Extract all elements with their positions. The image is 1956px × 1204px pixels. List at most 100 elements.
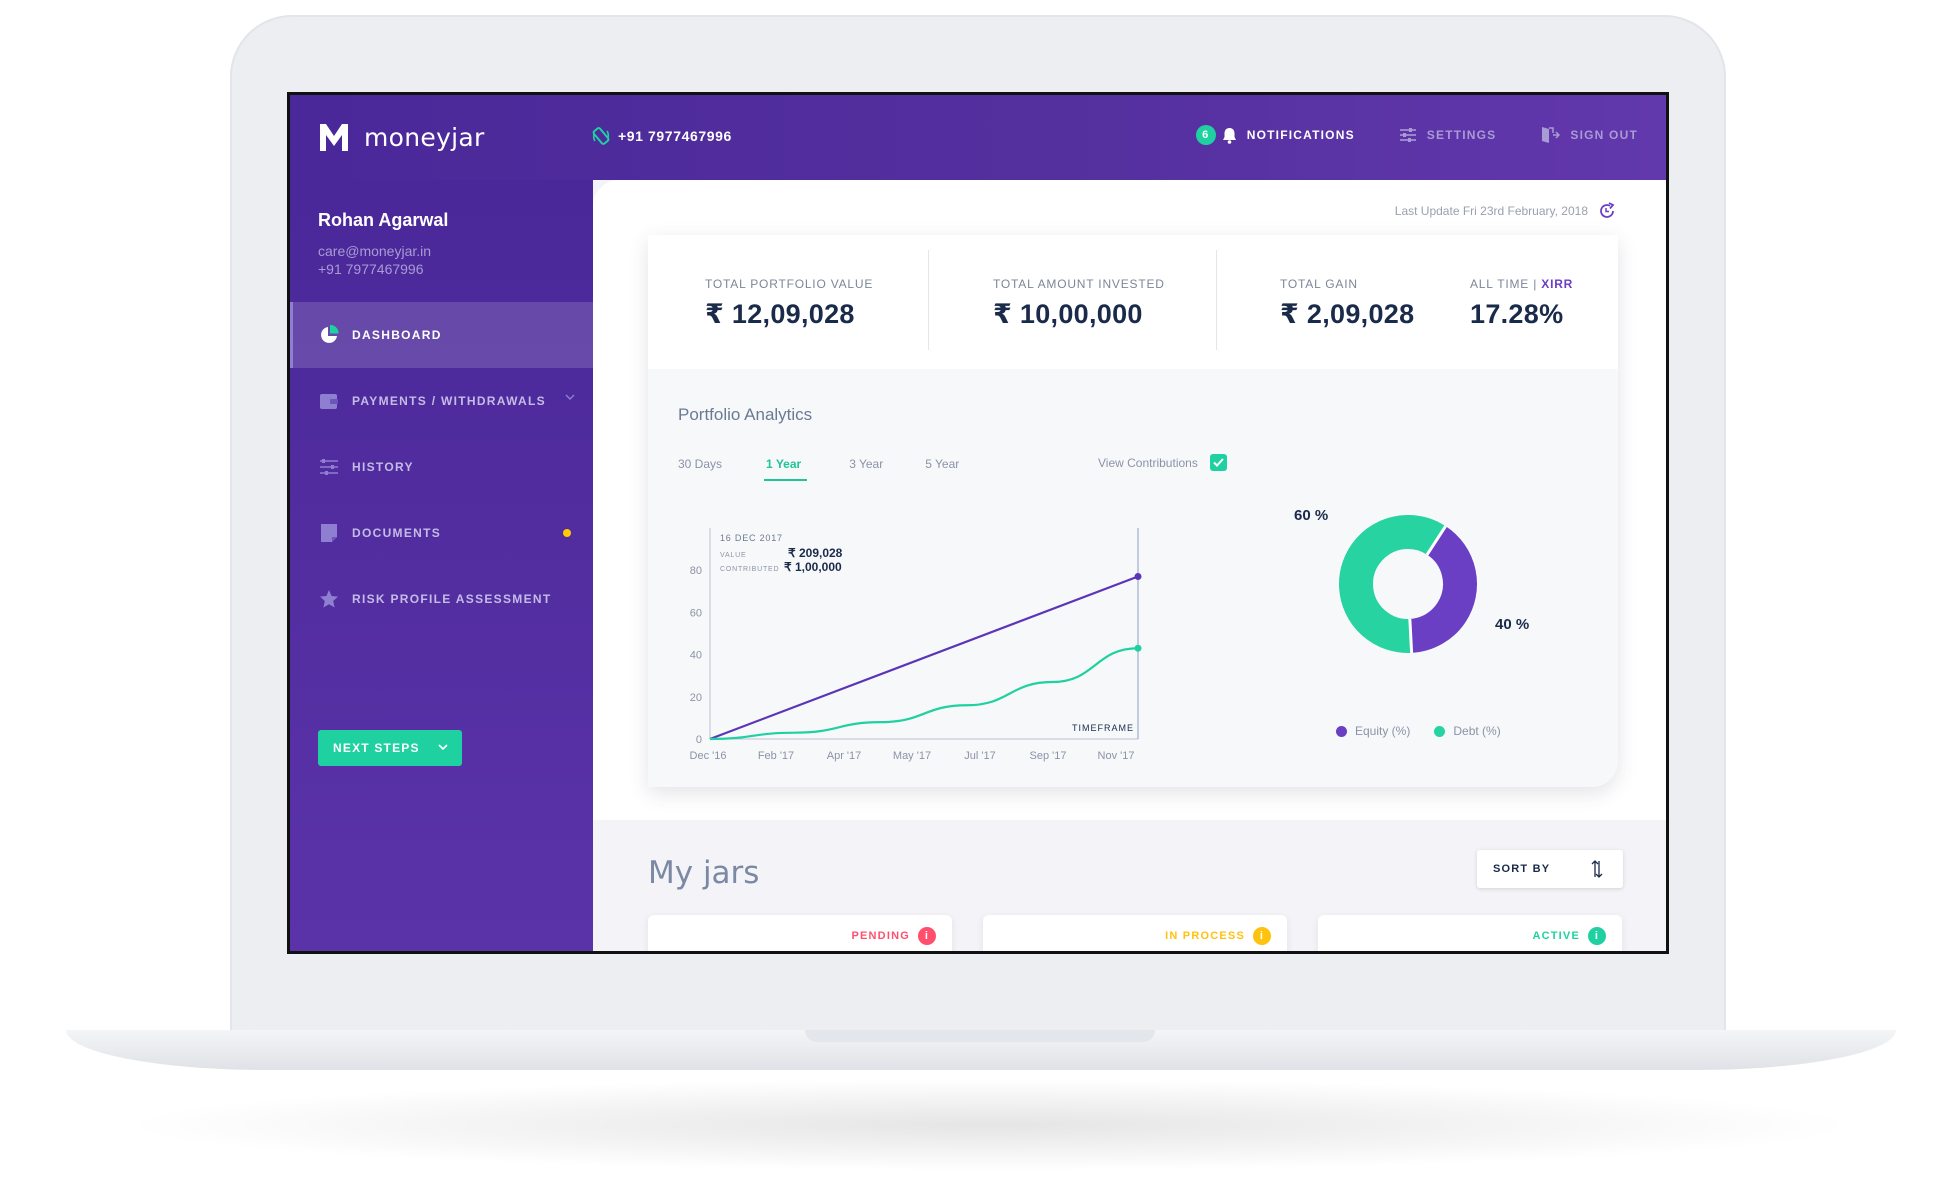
legend-swatch xyxy=(1434,725,1446,737)
jar-status: ACTIVE i xyxy=(1532,927,1606,945)
timeframe-tabs: 30 Days 1 Year 3 Year 5 Year xyxy=(678,457,1001,481)
top-navbar: moneyjar +91 7977467996 6 NOTIFICATIONS xyxy=(290,95,1666,180)
timeframe-label: TIMEFRAME xyxy=(1072,723,1134,733)
main-content: Last Update Fri 23rd February, 2018 TOTA… xyxy=(593,180,1666,951)
stat-divider xyxy=(928,250,929,350)
sort-by-label: SORT BY xyxy=(1493,863,1551,875)
tab-30-days[interactable]: 30 Days xyxy=(678,457,723,471)
tooltip-value-label: VALUE xyxy=(720,552,746,559)
series-line xyxy=(709,575,1139,741)
chevron-down-icon xyxy=(565,394,575,400)
tooltip-contributed-label: CONTRIBUTED xyxy=(720,566,779,573)
y-tick-label: 0 xyxy=(696,734,702,746)
x-tick-label: Nov '17 xyxy=(1098,750,1135,762)
jar-card[interactable]: PENDING i xyxy=(648,915,952,951)
view-contributions-checkbox[interactable] xyxy=(1209,454,1227,471)
stat-label: TOTAL AMOUNT INVESTED xyxy=(993,277,1165,291)
x-tick-label: Sep '17 xyxy=(1030,750,1067,762)
x-tick-label: May '17 xyxy=(893,750,931,762)
stat-total-portfolio-value: TOTAL PORTFOLIO VALUE ₹ 12,09,028 xyxy=(705,277,873,330)
x-tick-label: Feb '17 xyxy=(758,750,794,762)
stat-value: ₹ 12,09,028 xyxy=(705,299,855,329)
jar-status-label: PENDING xyxy=(851,930,910,942)
sign-out-label: SIGN OUT xyxy=(1570,128,1638,142)
series-end-point xyxy=(1134,573,1142,581)
jar-status: IN PROCESS i xyxy=(1165,927,1271,945)
stat-total-gain: TOTAL GAIN ₹ 2,09,028 xyxy=(1280,277,1414,330)
tab-1-year[interactable]: 1 Year xyxy=(764,457,808,481)
top-nav-actions: 6 NOTIFICATIONS SETTINGS xyxy=(1152,125,1638,145)
star-icon xyxy=(318,588,340,610)
settings-link[interactable]: SETTINGS xyxy=(1399,127,1497,143)
brand-logo[interactable]: moneyjar xyxy=(318,121,485,153)
sidebar-item-label: DASHBOARD xyxy=(352,328,442,342)
stat-value: ₹ 2,09,028 xyxy=(1280,299,1415,329)
support-phone-number: +91 7977467996 xyxy=(618,128,732,144)
allocation-donut-chart[interactable]: 60 % 40 % xyxy=(1288,464,1548,704)
pie-chart-icon xyxy=(318,324,340,346)
stat-label: TOTAL PORTFOLIO VALUE xyxy=(705,277,874,291)
settings-label: SETTINGS xyxy=(1426,128,1497,142)
sidebar-item-history[interactable]: HISTORY xyxy=(290,434,593,500)
view-contributions-toggle[interactable]: View Contributions xyxy=(1098,454,1227,471)
stat-xirr: ALL TIME | XIRR 17.28% xyxy=(1470,277,1573,330)
checkmark-icon xyxy=(1213,458,1224,467)
jar-card[interactable]: ACTIVE i xyxy=(1318,915,1622,951)
wallet-icon xyxy=(318,390,340,412)
portfolio-analytics: Portfolio Analytics 30 Days 1 Year 3 Yea… xyxy=(648,369,1618,787)
laptop-screen: moneyjar +91 7977467996 6 NOTIFICATIONS xyxy=(287,92,1669,954)
next-steps-button[interactable]: NEXT STEPS xyxy=(318,730,462,766)
info-icon[interactable]: i xyxy=(918,927,936,945)
tooltip-date: 16 DEC 2017 xyxy=(720,533,783,543)
sliders-icon xyxy=(318,456,340,478)
portfolio-card: TOTAL PORTFOLIO VALUE ₹ 12,09,028 TOTAL … xyxy=(648,235,1618,787)
legend-item-debt: Debt (%) xyxy=(1434,724,1501,738)
donut-legend: Equity (%) Debt (%) xyxy=(1336,724,1525,738)
sidebar-item-risk-profile[interactable]: RISK PROFILE ASSESSMENT xyxy=(290,566,593,632)
sort-arrows-icon xyxy=(1591,860,1603,878)
moneyjar-logo-icon xyxy=(320,124,348,151)
sidebar-item-dashboard[interactable]: DASHBOARD xyxy=(290,302,593,368)
info-icon[interactable]: i xyxy=(1588,927,1606,945)
xirr-prefix: ALL TIME | xyxy=(1470,277,1542,291)
sidebar-item-label: DOCUMENTS xyxy=(352,526,442,540)
tab-3-year[interactable]: 3 Year xyxy=(849,457,884,471)
sidebar-item-documents[interactable]: DOCUMENTS xyxy=(290,500,593,566)
user-name: Rohan Agarwal xyxy=(318,210,449,230)
donut-separator xyxy=(1425,525,1447,556)
stat-value: 17.28% xyxy=(1470,299,1564,329)
stat-divider xyxy=(1216,250,1217,350)
tab-5-year[interactable]: 5 Year xyxy=(925,457,960,471)
jar-status-label: IN PROCESS xyxy=(1165,930,1245,942)
user-phone: +91 7977467996 xyxy=(318,261,424,277)
refresh-icon[interactable] xyxy=(1598,202,1616,220)
support-phone[interactable]: +91 7977467996 xyxy=(592,127,732,145)
settings-sliders-icon xyxy=(1399,128,1416,142)
y-tick-label: 80 xyxy=(690,565,702,577)
tooltip-value: ₹ 209,028 xyxy=(788,546,843,560)
xirr-label: XIRR xyxy=(1541,277,1574,291)
sidebar-item-payments-withdrawals[interactable]: PAYMENTS / WITHDRAWALS xyxy=(290,368,593,434)
series-end-point xyxy=(1134,644,1142,652)
sort-by-button[interactable]: SORT BY xyxy=(1477,850,1623,888)
pie-value-label-debt: 60 % xyxy=(1294,507,1328,524)
my-jars-title: My jars xyxy=(648,855,760,891)
sign-out-icon xyxy=(1542,127,1561,143)
portfolio-line-chart[interactable]: 0 20 40 60 80 Dec '16 Feb '17 Apr '17 May '17 Jul… xyxy=(668,519,1148,769)
notifications-label: NOTIFICATIONS xyxy=(1246,128,1355,142)
sidebar-item-label: PAYMENTS / WITHDRAWALS xyxy=(352,394,546,408)
x-tick-label: Jul '17 xyxy=(964,750,995,762)
tooltip-contributed: ₹ 1,00,000 xyxy=(784,560,842,574)
stat-value: ₹ 10,00,000 xyxy=(993,299,1143,329)
notifications-link[interactable]: 6 NOTIFICATIONS xyxy=(1195,125,1355,145)
jar-card[interactable]: IN PROCESS i xyxy=(983,915,1287,951)
info-icon[interactable]: i xyxy=(1253,927,1271,945)
y-tick-label: 60 xyxy=(690,607,702,619)
sidebar-item-label: RISK PROFILE ASSESSMENT xyxy=(352,592,552,606)
x-tick-label: Apr '17 xyxy=(827,750,862,762)
series-line xyxy=(709,647,1139,741)
notifications-count-badge: 6 xyxy=(1195,125,1216,145)
sign-out-link[interactable]: SIGN OUT xyxy=(1540,125,1638,145)
jar-status: PENDING i xyxy=(851,927,936,945)
x-tick-label: Dec '16 xyxy=(690,750,727,762)
